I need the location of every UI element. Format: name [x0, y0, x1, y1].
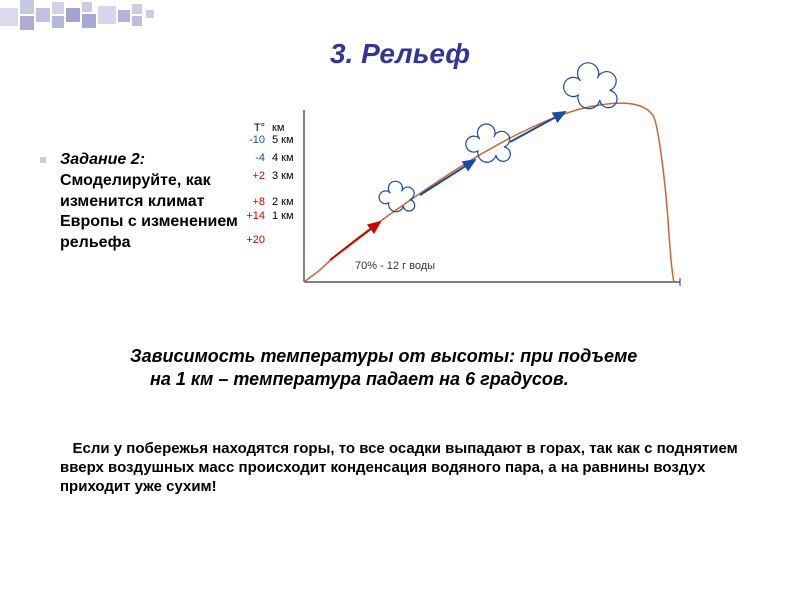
- task-body: Смоделируйте, как изменится климат Европ…: [60, 172, 238, 251]
- km-label: 4 км: [272, 152, 318, 164]
- temp-label: -4: [235, 152, 265, 164]
- header-km: км: [272, 122, 318, 134]
- task-lead: Задание 2:: [60, 151, 145, 168]
- explain-line1: Зависимость температуры от высоты: при п…: [130, 345, 690, 368]
- humidity-label: 70% - 12 г воды: [355, 260, 435, 272]
- note-text: Если у побережья находятся горы, то все …: [60, 440, 740, 496]
- temp-label: -10: [235, 134, 265, 146]
- temp-label: +2: [235, 170, 265, 182]
- relief-chart: Т° км 5 км-104 км-43 км+22 км+81 км+14+2…: [260, 100, 720, 310]
- km-label: 1 км: [272, 210, 318, 222]
- temp-label: +14: [235, 210, 265, 222]
- temp-label: +20: [235, 234, 265, 246]
- explanation-text: Зависимость температуры от высоты: при п…: [130, 345, 690, 392]
- bullet-icon: [40, 157, 46, 163]
- explain-line2: на 1 км – температура падает на 6 градус…: [130, 368, 690, 391]
- header-t: Т°: [235, 122, 265, 134]
- note-body: Если у побережья находятся горы, то все …: [60, 440, 738, 495]
- km-label: 3 км: [272, 170, 318, 182]
- corner-decoration: [0, 0, 180, 32]
- km-label: 2 км: [272, 196, 318, 208]
- km-label: 5 км: [272, 134, 318, 146]
- task-text: Задание 2: Смоделируйте, как изменится к…: [60, 150, 240, 254]
- temp-label: +8: [235, 196, 265, 208]
- page-title: 3. Рельеф: [0, 38, 800, 70]
